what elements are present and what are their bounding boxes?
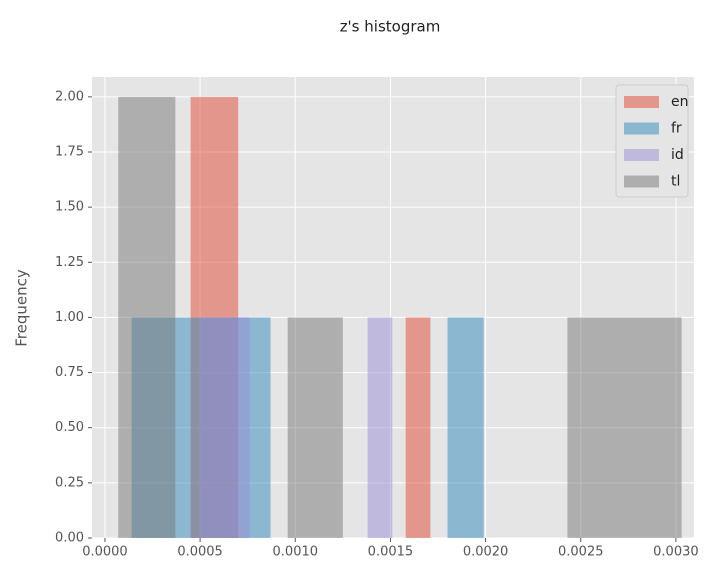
- legend-swatch: [624, 149, 659, 161]
- x-tick-label: 0.0005: [177, 545, 223, 560]
- legend-label: id: [671, 147, 684, 163]
- histogram-bar: [367, 317, 393, 538]
- y-tick-label: 2.00: [55, 89, 84, 104]
- histogram-bar: [200, 317, 250, 538]
- legend-label: en: [671, 94, 689, 110]
- legend-swatch: [624, 175, 659, 188]
- x-tick-label: 0.0000: [82, 545, 128, 560]
- legend-box: [615, 84, 689, 198]
- y-tick-label: 0.00: [55, 531, 84, 546]
- y-tick-label: 0.25: [55, 475, 84, 490]
- y-tick-label: 0.50: [55, 420, 84, 435]
- legend-swatch: [624, 122, 659, 135]
- legend-swatch: [624, 96, 659, 108]
- y-tick-label: 0.75: [55, 365, 84, 380]
- histogram-bar: [405, 317, 431, 538]
- legend-label: tl: [671, 174, 680, 190]
- x-tick-label: 0.0020: [463, 545, 509, 560]
- histogram-bar: [287, 317, 343, 538]
- x-tick-label: 0.0030: [653, 545, 699, 560]
- x-tick-label: 0.0025: [558, 545, 604, 560]
- y-tick-label: 1.25: [55, 255, 84, 270]
- chart-title: z's histogram: [340, 18, 441, 36]
- y-tick-label: 1.50: [55, 200, 84, 215]
- y-tick-label: 1.75: [55, 144, 84, 159]
- y-axis-label: Frequency: [13, 269, 31, 347]
- x-tick-label: 0.0015: [368, 545, 414, 560]
- y-tick-label: 1.00: [55, 310, 84, 325]
- histogram-bar: [118, 96, 176, 538]
- x-tick-label: 0.0010: [273, 545, 319, 560]
- legend-label: fr: [671, 121, 682, 137]
- histogram-bar: [567, 317, 682, 538]
- histogram-bar: [447, 317, 484, 538]
